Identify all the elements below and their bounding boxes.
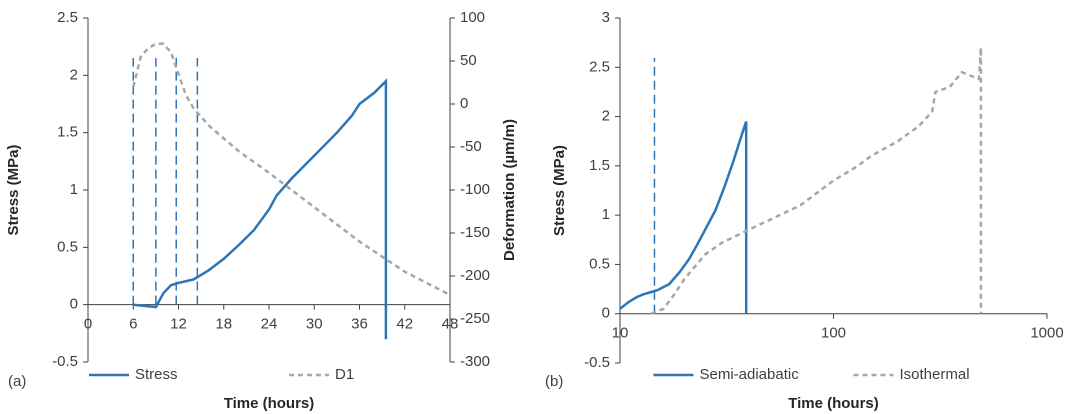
x-tick-label: 30 — [306, 316, 323, 333]
x-tick-label: 1000 — [1030, 325, 1063, 342]
y-tick-label: 2.5 — [589, 58, 610, 75]
y-tick-label: 0 — [70, 296, 78, 313]
y-tick-label: 0.5 — [589, 255, 610, 272]
panel-label: (a) — [8, 373, 26, 390]
y-tick-label: 2.5 — [57, 9, 78, 26]
y2-tick-label: -250 — [460, 310, 490, 327]
y-tick-label: 0.5 — [57, 238, 78, 255]
x-tick-label: 24 — [261, 316, 278, 333]
y2-tick-label: -50 — [460, 138, 482, 155]
y-tick-label: 2 — [602, 108, 610, 125]
y-tick-label: 2 — [70, 66, 78, 83]
y2-axis-title: Deformation (µm/m) — [501, 119, 518, 261]
legend-label: Semi-adiabatic — [700, 366, 800, 383]
y-tick-label: 0 — [602, 305, 610, 322]
legend-label: D1 — [335, 366, 354, 383]
series-line — [133, 78, 388, 340]
y-axis-title: Stress (MPa) — [551, 145, 568, 236]
x-tick-label: 12 — [170, 316, 187, 333]
y2-tick-label: 100 — [460, 9, 485, 26]
y-tick-label: 1.5 — [589, 157, 610, 174]
y-tick-label: -0.5 — [584, 354, 610, 371]
y2-tick-label: -300 — [460, 353, 490, 370]
y-tick-label: 1.5 — [57, 124, 78, 141]
y2-tick-label: -100 — [460, 181, 490, 198]
legend-label: Isothermal — [900, 366, 970, 383]
x-tick-label: 6 — [129, 316, 137, 333]
x-tick-label: 10 — [612, 325, 629, 342]
y2-tick-label: 50 — [460, 52, 477, 69]
panel-label: (b) — [545, 373, 563, 390]
series-line — [619, 121, 748, 314]
y-tick-label: 1 — [602, 206, 610, 223]
y-tick-label: 3 — [602, 9, 610, 26]
y-tick-label: -0.5 — [52, 353, 78, 370]
legend-label: Stress — [135, 366, 178, 383]
x-tick-label: 0 — [84, 316, 92, 333]
x-axis-title: Time (hours) — [224, 395, 315, 412]
y2-tick-label: -200 — [460, 267, 490, 284]
series-line — [650, 47, 983, 315]
series-line — [132, 42, 451, 297]
x-axis-title: Time (hours) — [788, 395, 879, 412]
x-tick-label: 18 — [215, 316, 232, 333]
y2-tick-label: 0 — [460, 95, 468, 112]
y-axis-title: Stress (MPa) — [5, 145, 22, 236]
y-tick-label: 1 — [70, 181, 78, 198]
y2-tick-label: -150 — [460, 224, 490, 241]
x-tick-label: 100 — [821, 325, 846, 342]
x-tick-label: 42 — [396, 316, 413, 333]
x-tick-label: 36 — [351, 316, 368, 333]
